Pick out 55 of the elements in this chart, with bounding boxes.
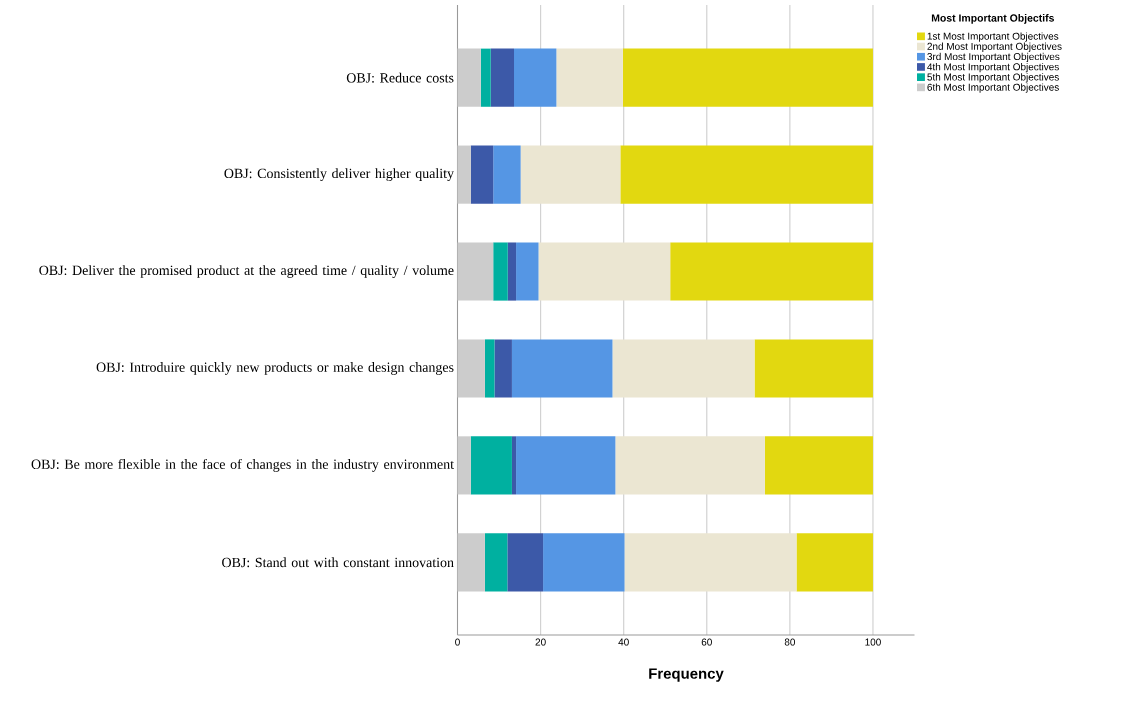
y-tick-label: OBJ: Deliver the promised product at the agreed time / quality / volume [39, 265, 454, 278]
x-tick-label: 40 [618, 638, 629, 646]
bar [484, 339, 495, 398]
bar [620, 145, 873, 204]
bar [470, 436, 512, 495]
y-tick-label: OBJ: Consistently deliver higher quality [224, 168, 454, 181]
bar [516, 242, 539, 301]
bar [754, 339, 873, 398]
bar [457, 145, 471, 204]
bar [507, 242, 517, 301]
bar [480, 48, 491, 107]
bar [493, 242, 508, 301]
bar [494, 339, 512, 398]
bar [624, 533, 797, 592]
bar [520, 145, 621, 204]
bar [493, 145, 521, 204]
bar [507, 533, 544, 592]
bar [796, 533, 873, 592]
x-tick-label: 60 [701, 638, 712, 646]
bar [612, 339, 755, 398]
legend-label: 5th Most Important Objectives [927, 73, 1059, 83]
y-tick-label: OBJ: Reduce costs [346, 72, 454, 83]
bar [457, 242, 494, 301]
bar [556, 48, 623, 107]
bar [457, 436, 471, 495]
x-tick-label: 0 [455, 638, 460, 646]
bar [457, 533, 485, 592]
bar [615, 436, 765, 495]
bar [514, 48, 557, 107]
bar [516, 436, 616, 495]
bar [490, 48, 514, 107]
bar [622, 48, 873, 107]
bar [538, 242, 671, 301]
x-tick-label: 100 [865, 638, 881, 646]
x-axis-title: Frequency [649, 668, 724, 682]
legend-label: 1st Most Important Objectives [927, 32, 1059, 42]
legend-label: 2nd Most Important Objectives [927, 42, 1062, 52]
bar [457, 339, 485, 398]
bar [670, 242, 873, 301]
y-tick-label: OBJ: Stand out with constant innovation [222, 557, 454, 568]
x-tick-label: 20 [535, 638, 546, 646]
y-tick-label: OBJ: Introduire quickly new products or make design changes [96, 362, 454, 375]
bar [511, 436, 517, 495]
bar [484, 533, 508, 592]
bar [764, 436, 873, 495]
bar [457, 48, 481, 107]
bar [470, 145, 494, 204]
legend-label: 6th Most Important Objectives [927, 83, 1059, 93]
legend-label: 3rd Most Important Objectives [927, 52, 1060, 63]
bar [511, 339, 613, 398]
legend-title: Most Important Objectifs [931, 14, 1054, 24]
x-tick-label: 80 [784, 638, 796, 646]
legend-label: 4th Most Important Objectives [927, 63, 1059, 73]
y-tick-label: OBJ: Be more flexible in the face of changes in the industry environment [31, 458, 454, 472]
bar [543, 533, 625, 592]
